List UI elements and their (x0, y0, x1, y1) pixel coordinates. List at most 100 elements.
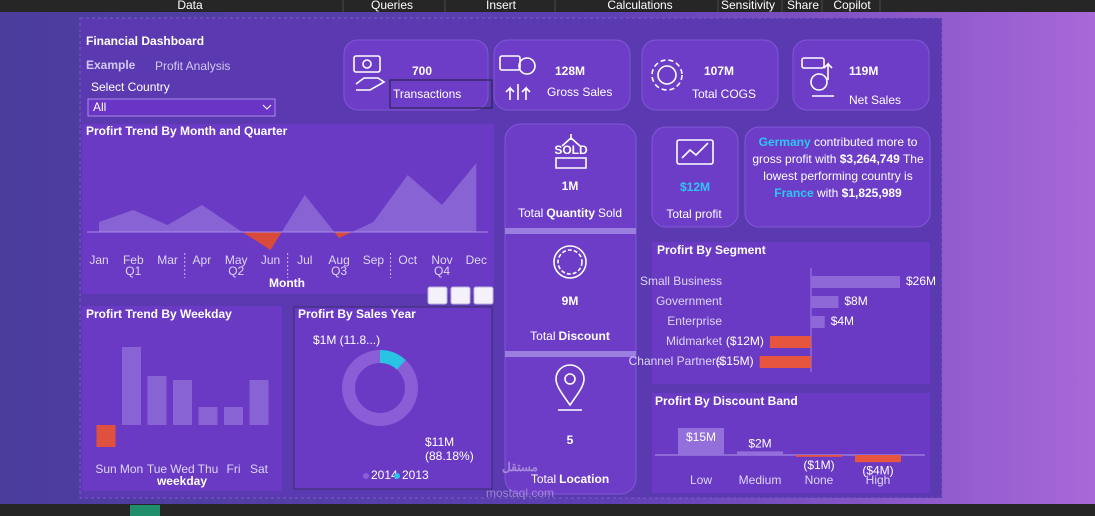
menu-item[interactable]: Calculations (607, 0, 672, 12)
status-bar (0, 504, 1095, 516)
cards (343, 39, 931, 495)
tile-label-part: Sold (598, 206, 622, 220)
tile-label-part: Location (559, 472, 609, 486)
insight-value: $3,264,749 (839, 152, 900, 166)
menu-item[interactable]: Copilot (833, 0, 871, 12)
data-label: $26M (906, 274, 936, 288)
bar (249, 380, 269, 425)
area (99, 163, 477, 250)
y-tick-label: Enterprise (667, 314, 722, 328)
bar (224, 407, 243, 425)
icons (353, 55, 834, 411)
bar (811, 296, 839, 308)
tile-value: 9M (562, 294, 579, 308)
filter-value[interactable]: All (93, 100, 106, 114)
chart-title: Profirt Trend By Weekday (86, 307, 232, 321)
insight-text: The lowest performing country is (763, 152, 924, 183)
x-tick-label: Fri (227, 462, 241, 476)
kpi-value: 700 (412, 64, 432, 78)
kpi-label: Transactions (393, 87, 461, 101)
menu-item[interactable]: Sensitivity (721, 0, 775, 12)
bar (759, 356, 811, 368)
y-tick-label: Government (656, 294, 723, 308)
legend-label: 2013 (402, 468, 429, 482)
menu-bar (0, 0, 1095, 12)
x-tick-label: Oct (398, 253, 417, 267)
x-tick-label: Sun (95, 462, 116, 476)
x-tick-label: Mon (120, 462, 143, 476)
insight-text: contributed more to gross profit with (752, 135, 918, 166)
menu-item[interactable]: Data (177, 0, 203, 12)
bar (173, 380, 192, 425)
kpi-value: 128M (555, 64, 585, 78)
menu-item[interactable]: Insert (486, 0, 517, 12)
group-label: Q1 (125, 264, 141, 278)
x-tick-label: Sep (363, 253, 385, 267)
tile-label-part: Total (531, 472, 556, 486)
x-axis-label: Month (269, 276, 305, 290)
x-tick-label: Sat (250, 462, 269, 476)
watermark: مستقل (502, 460, 538, 474)
data-label: $11M (88.18%) (425, 435, 474, 463)
insight-text: with (816, 186, 839, 200)
insight-country: Germany (758, 135, 811, 149)
bar (855, 455, 901, 463)
x-tick-label: Aug (328, 253, 349, 267)
chart-title: Profirt Trend By Month and Quarter (86, 124, 288, 138)
kpi-label: Net Sales (849, 93, 901, 107)
x-tick-label: Jan (89, 253, 108, 267)
data-label: $4M (831, 314, 854, 328)
bar (198, 407, 218, 425)
insight-country: France (774, 186, 814, 200)
kpi-value: 107M (704, 64, 734, 78)
chart-title: Profirt By Sales Year (298, 307, 416, 321)
data-label: ($12M) (726, 334, 764, 348)
bar (796, 455, 842, 457)
bar (96, 425, 116, 447)
filter-label: Select Country (91, 80, 170, 94)
legend-label: 2014 (371, 468, 398, 482)
chart-title: Profirt By Segment (657, 243, 766, 257)
tile-label: Total Discount (530, 329, 610, 343)
tile-label-part: Discount (559, 329, 610, 343)
menu-item[interactable]: Share (787, 0, 819, 12)
kpi-label: Gross Sales (547, 85, 612, 99)
tile-label-part: Quantity (546, 206, 595, 220)
x-tick-label: Tue (147, 462, 168, 476)
selection-box (389, 79, 493, 109)
page-tab[interactable] (130, 505, 160, 516)
data-label-line: (88.18%) (425, 449, 474, 463)
legend-marker (394, 473, 400, 479)
bar (737, 451, 783, 455)
menu-item[interactable]: Queries (371, 0, 413, 12)
subtitle: Profit Analysis (155, 59, 230, 73)
visual-selection (293, 306, 493, 490)
tile-value: 5 (567, 433, 574, 447)
subtitle-bold: Example (86, 58, 136, 72)
tile-label: Total Location (531, 472, 609, 486)
tile-label-part: Total (530, 329, 555, 343)
legend-marker (363, 473, 369, 479)
insight-text: Germany contributed more to gross profit… (748, 134, 928, 202)
x-tick-label: None (805, 473, 834, 487)
bar (122, 347, 141, 425)
watermark: mostaql.com (486, 486, 554, 500)
data-label-line: $11M (425, 435, 454, 449)
divider (505, 351, 636, 357)
filter-dropdown[interactable] (87, 98, 276, 117)
y-tick-label: Small Business (640, 274, 722, 288)
title: Financial Dashboard (86, 34, 204, 48)
x-tick-label: Mar (157, 253, 178, 267)
sold-icon-text: SOLD (554, 143, 588, 157)
data-label: ($15M) (716, 354, 754, 368)
data-label: $8M (844, 294, 867, 308)
data-label: $1M (11.8...) (313, 333, 380, 347)
tile-label-part: Total (518, 206, 543, 220)
bar (769, 336, 811, 348)
x-tick-label: High (866, 473, 891, 487)
group-label: Q4 (434, 264, 450, 278)
x-tick-label: Jun (261, 253, 280, 267)
x-tick-label: Feb (123, 253, 144, 267)
